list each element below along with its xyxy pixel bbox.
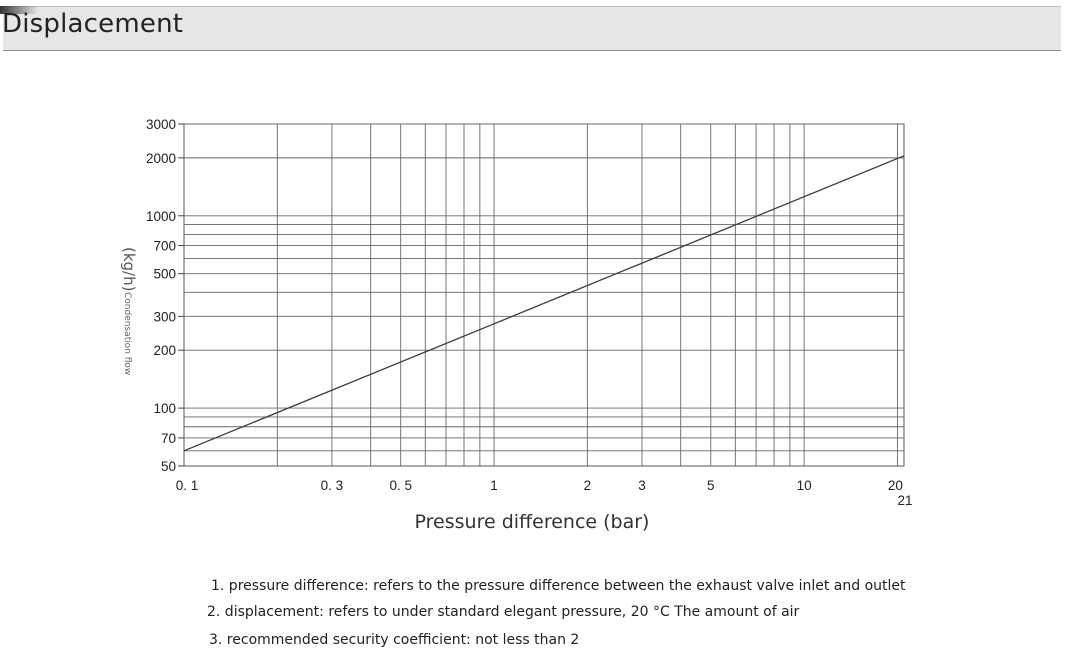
x-tick-label: 21 — [897, 493, 912, 508]
note-2: 2. displacement: refers to under standar… — [207, 604, 800, 620]
y-tick-label: 50 — [161, 459, 176, 474]
page-title: Displacement — [2, 9, 184, 39]
y-tick-label: 700 — [153, 239, 176, 254]
y-tick-label: 70 — [161, 431, 176, 446]
x-axis-title: Pressure difference (bar) — [415, 511, 650, 533]
x-tick-label: 2 — [584, 478, 592, 493]
x-tick-label: 0. 5 — [389, 478, 412, 493]
y-tick-label: 1000 — [146, 209, 176, 224]
x-tick-label: 0. 3 — [321, 478, 344, 493]
y-axis-title: (kg/h)Condensation flow — [120, 247, 138, 375]
x-tick-label: 1 — [490, 478, 498, 493]
plot-frame — [183, 123, 905, 467]
series-line — [183, 155, 905, 452]
x-tick-label: 0. 1 — [176, 478, 199, 493]
y-tick-label: 200 — [153, 343, 176, 358]
x-tick-label: 5 — [707, 478, 715, 493]
y-tick-label: 3000 — [146, 117, 176, 132]
y-axis-unit: (kg/h) — [120, 247, 138, 291]
y-tick-label: 300 — [153, 309, 176, 324]
title-bar — [3, 6, 1061, 51]
y-tick-label: 100 — [153, 401, 176, 416]
note-3: 3. recommended security coefficient: not… — [209, 632, 580, 648]
y-tick-label: 500 — [153, 267, 176, 282]
y-tick-label: 2000 — [146, 151, 176, 166]
note-1: 1. pressure difference: refers to the pr… — [211, 578, 906, 594]
y-axis-label: Condensation flow — [122, 292, 132, 375]
x-tick-label: 20 — [888, 478, 903, 493]
x-tick-label: 3 — [638, 478, 646, 493]
x-tick-label: 10 — [797, 478, 812, 493]
title-bar-accent — [0, 6, 38, 14]
